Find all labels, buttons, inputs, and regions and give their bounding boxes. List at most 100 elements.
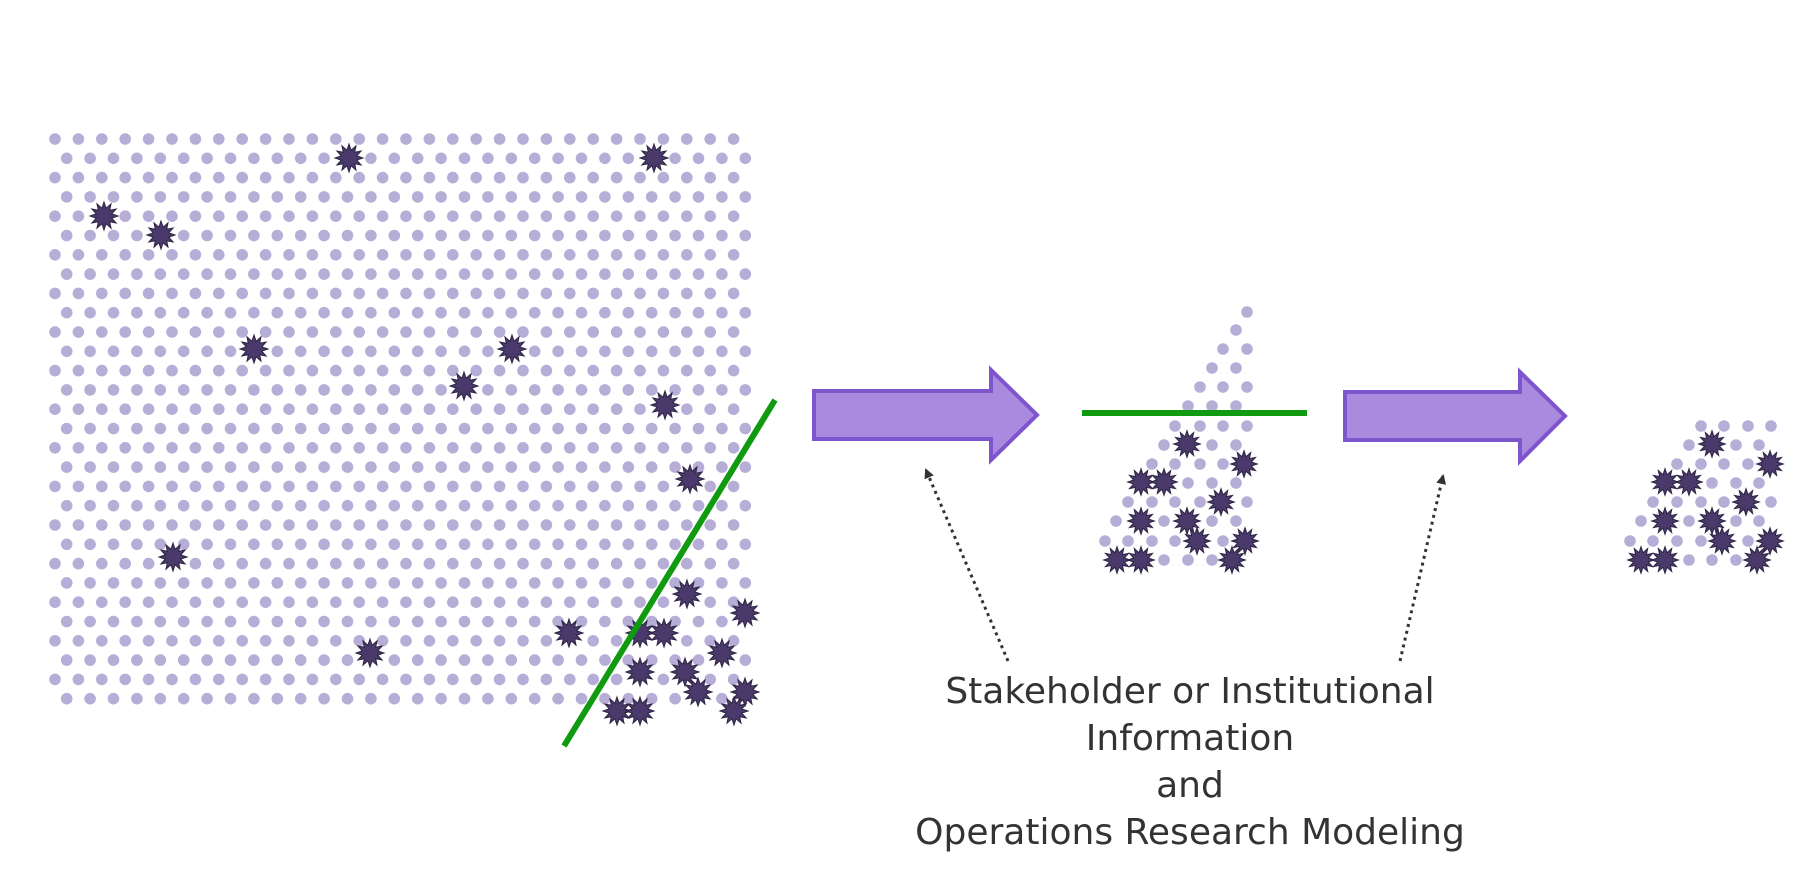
population-dot-icon (283, 519, 295, 531)
population-dot-icon (540, 519, 553, 531)
population-dot-icon (669, 191, 681, 203)
population-dot-icon (213, 171, 225, 184)
population-dot-icon (330, 133, 342, 145)
population-dot-icon (727, 171, 740, 184)
population-dot-icon (400, 326, 412, 338)
population-dot-icon (318, 654, 330, 666)
highlighted-star-icon (238, 333, 270, 365)
population-dot-icon (528, 191, 541, 203)
population-dot-icon (1695, 535, 1707, 547)
population-dot-icon (1695, 458, 1707, 470)
population-dot-icon (540, 635, 553, 647)
population-dot-icon (388, 306, 401, 319)
population-dot-icon (482, 345, 494, 358)
population-dot-icon (575, 268, 588, 280)
population-dot-icon (131, 577, 143, 589)
population-dot-icon (96, 673, 108, 686)
population-dot-icon (306, 480, 319, 493)
population-dot-icon (587, 519, 599, 531)
population-dot-icon (236, 673, 248, 686)
population-dot-icon (119, 596, 131, 608)
population-dot-icon (1122, 535, 1134, 547)
population-dot-icon (365, 191, 377, 203)
population-dot-icon (610, 596, 623, 608)
population-dot-icon (201, 461, 213, 473)
population-dot-icon (306, 249, 319, 261)
population-dot-icon (294, 345, 307, 358)
population-dot-icon (564, 442, 576, 454)
population-dot-icon (189, 249, 202, 261)
population-dot-icon (727, 364, 740, 377)
population-dot-icon (236, 133, 248, 145)
population-dot-icon (119, 249, 131, 261)
population-dot-icon (423, 557, 436, 570)
population-dot-icon (376, 519, 389, 531)
population-dot-icon (189, 171, 202, 184)
population-dot-icon (1706, 554, 1718, 566)
population-dot-icon (587, 210, 599, 222)
population-dot-icon (376, 133, 389, 145)
population-dot-icon (341, 229, 354, 242)
population-dot-icon (564, 326, 576, 338)
population-dot-icon (493, 326, 506, 338)
population-dot-icon (645, 692, 658, 705)
population-dot-icon (610, 480, 623, 493)
population-dot-icon (306, 519, 319, 531)
population-dot-icon (177, 268, 190, 280)
population-dot-icon (716, 306, 728, 319)
population-dot-icon (657, 133, 670, 145)
population-dot-icon (517, 133, 529, 145)
highlighted-star-icon (1650, 467, 1680, 497)
population-dot-icon (236, 480, 248, 493)
population-dot-icon (447, 133, 459, 145)
population-dot-icon (400, 519, 412, 531)
population-dot-icon (365, 268, 377, 280)
population-dot-icon (622, 191, 635, 203)
population-dot-icon (400, 480, 412, 493)
population-dot-icon (610, 133, 623, 145)
highlighted-star-icon (157, 541, 189, 573)
population-dot-icon (224, 152, 237, 165)
highlighted-star-icon (1126, 545, 1156, 575)
population-dot-icon (634, 596, 646, 608)
population-dot-icon (294, 538, 307, 551)
population-dot-icon (376, 596, 389, 608)
population-dot-icon (716, 538, 728, 551)
population-dot-icon (540, 287, 553, 300)
population-dot-icon (142, 519, 155, 531)
population-dot-icon (224, 692, 237, 705)
population-dot-icon (142, 326, 155, 338)
population-dot-icon (622, 615, 635, 628)
population-dot-icon (610, 326, 623, 338)
population-dot-icon (353, 133, 366, 145)
population-dot-icon (60, 499, 73, 512)
population-dot-icon (470, 403, 483, 416)
population-dot-icon (294, 152, 307, 165)
population-dot-icon (739, 538, 752, 551)
population-dot-icon (154, 692, 167, 705)
population-dot-icon (177, 692, 190, 705)
population-dot-icon (154, 384, 167, 396)
population-dot-icon (610, 635, 623, 647)
population-dot-icon (739, 229, 752, 242)
population-dot-icon (669, 654, 681, 666)
population-dot-icon (634, 326, 646, 338)
population-dot-icon (1206, 439, 1218, 451)
population-dot-icon (1158, 439, 1170, 451)
population-dot-icon (517, 480, 529, 493)
population-dot-icon (423, 442, 436, 454)
population-dot-icon (259, 519, 272, 531)
population-dot-icon (505, 229, 518, 242)
population-dot-icon (330, 596, 342, 608)
population-dot-icon (634, 480, 646, 493)
population-dot-icon (1742, 458, 1754, 470)
population-dot-icon (96, 442, 108, 454)
population-dot-icon (259, 210, 272, 222)
population-dot-icon (213, 133, 225, 145)
population-dot-icon (142, 673, 155, 686)
population-dot-icon (482, 577, 494, 589)
population-dot-icon (505, 461, 518, 473)
population-dot-icon (236, 171, 248, 184)
population-dot-icon (540, 210, 553, 222)
population-dot-icon (365, 384, 377, 396)
